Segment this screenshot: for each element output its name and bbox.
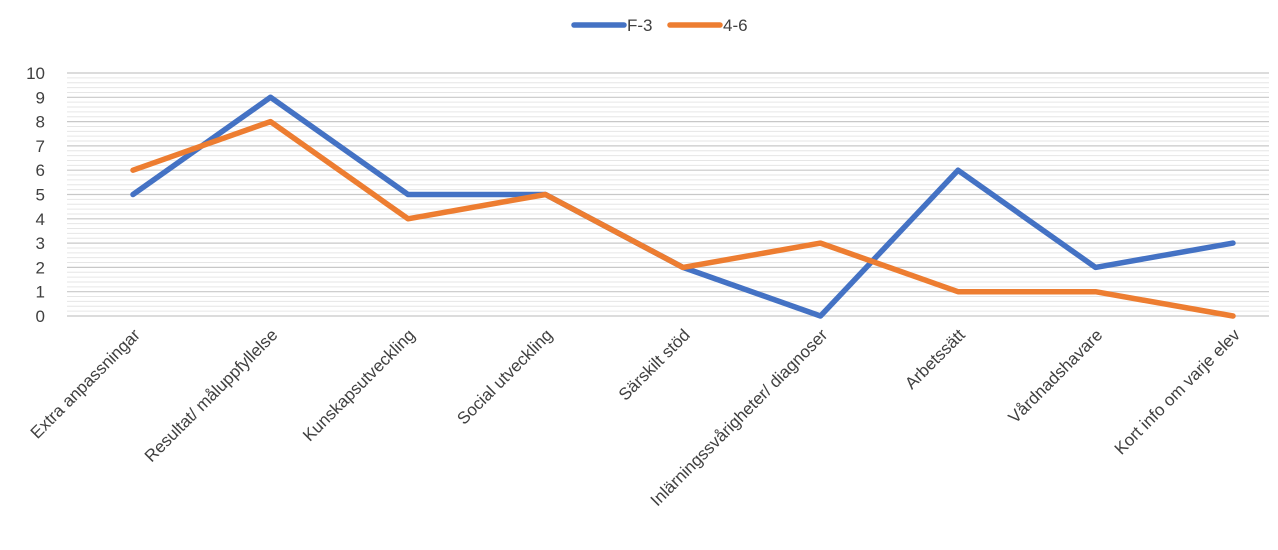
y-tick-label: 4 (36, 210, 45, 229)
y-tick-label: 7 (36, 137, 45, 156)
y-tick-label: 10 (26, 64, 45, 83)
y-tick-label: 5 (36, 186, 45, 205)
series-layer (130, 94, 1236, 319)
legend: F-3 4-6 (571, 16, 748, 35)
legend-label-F-3: F-3 (627, 16, 653, 35)
y-tick-label: 9 (36, 88, 45, 107)
y-tick-label: 8 (36, 113, 45, 132)
y-tick-label: 1 (36, 283, 45, 302)
y-tick-label: 3 (36, 234, 45, 253)
legend-label-4-6: 4-6 (723, 16, 748, 35)
y-axis: 0 1 2 3 4 5 6 7 8 9 10 (26, 64, 45, 326)
y-tick-label: 6 (36, 161, 45, 180)
y-tick-label: 2 (36, 258, 45, 277)
series-line-4-6 (130, 118, 1236, 319)
y-tick-label: 0 (36, 307, 45, 326)
